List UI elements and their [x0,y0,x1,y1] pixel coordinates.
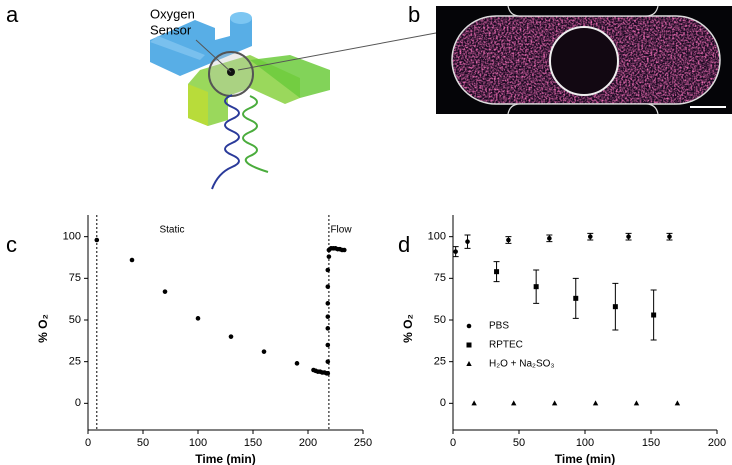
data-point [94,237,100,243]
data-point [326,254,332,259]
data-point [667,234,672,239]
micrograph [436,5,732,115]
x-tick-label: 150 [244,437,262,449]
panel-label: a [6,2,19,27]
y-tick-label: 50 [434,314,446,326]
legend-label: PBS [489,321,509,332]
legend-label: RPTEC [489,340,523,351]
legend-marker [466,342,472,348]
y-tick-label: 25 [69,356,81,368]
y-axis-label: % O₂ [401,314,415,343]
data-point [228,334,234,339]
data-point [325,301,331,306]
y-tick-label: 75 [69,272,81,284]
data-point [294,361,300,366]
data-point [494,269,500,275]
y-tick-label: 0 [440,397,446,409]
data-point [325,326,331,331]
sensor-label: Oxygen [150,6,195,21]
panel-label: d [398,232,410,257]
x-tick-label: 0 [85,437,91,449]
x-tick-label: 200 [299,437,317,449]
y-tick-label: 100 [428,231,446,243]
x-tick-label: 0 [450,437,456,449]
data-point [342,247,347,253]
data-point [674,400,681,406]
legend-marker [466,361,472,366]
device-illustration [150,12,453,190]
x-axis-label: Time (min) [555,452,615,465]
data-point [547,236,552,241]
data-point [651,312,657,318]
data-point [195,316,201,321]
data-point [453,249,458,254]
panel-label: c [6,232,17,257]
data-point [612,304,618,310]
data-point [325,359,331,364]
x-tick-label: 50 [137,437,149,449]
axes [87,215,363,431]
data-point [633,400,640,406]
data-point [533,284,539,290]
data-point [325,267,331,273]
y-tick-label: 0 [75,397,81,409]
y-tick-label: 25 [434,356,446,368]
x-tick-label: 150 [642,437,660,449]
data-point [511,400,517,406]
data-point [162,289,168,294]
data-point [325,371,331,376]
x-tick-label: 250 [354,437,372,449]
panel-label: b [408,2,420,27]
x-tick-label: 200 [708,437,726,449]
data-point [592,400,599,406]
sensor-label: Sensor [150,22,192,37]
data-point [551,400,558,406]
y-tick-label: 100 [63,231,81,243]
x-tick-label: 100 [189,437,207,449]
data-point [573,295,579,301]
data-point [325,314,331,319]
legend-marker [466,323,472,329]
y-tick-label: 75 [434,272,446,284]
x-tick-label: 50 [513,437,525,449]
legend-label: H₂O + Na₂SO₃ [489,359,554,370]
data-point [506,237,511,243]
data-point [129,257,135,263]
data-point [261,349,267,354]
data-point [587,234,593,239]
annotation: Static [159,225,184,236]
y-tick-label: 50 [69,314,81,326]
x-axis-label: Time (min) [195,452,255,465]
y-axis-label: % O₂ [36,314,50,343]
data-point [325,284,331,289]
x-tick-label: 100 [576,437,594,449]
data-point [471,400,477,406]
annotation: Flow [330,225,352,236]
data-point [465,239,470,244]
data-point [325,342,331,348]
data-point [626,234,631,239]
